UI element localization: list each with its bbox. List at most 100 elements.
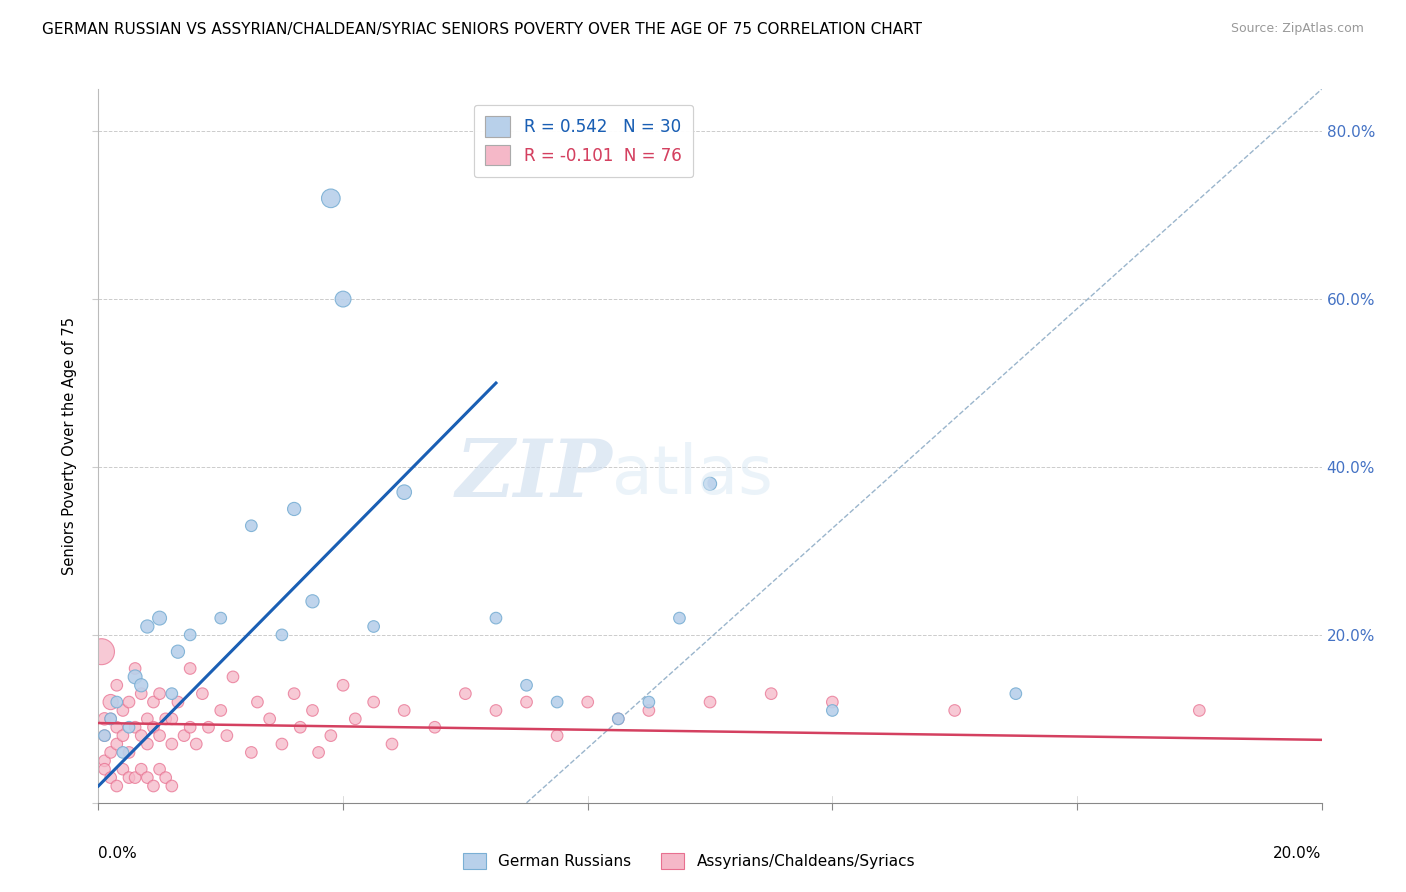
Point [124, 771, 146, 785]
Text: 0.0%: 0.0% [98, 846, 138, 861]
Point [381, 737, 404, 751]
Point [93, 729, 115, 743]
Point [105, 678, 128, 692]
Point [118, 771, 141, 785]
Point [363, 619, 385, 633]
Point [129, 678, 152, 692]
Point [160, 712, 183, 726]
Point [392, 485, 416, 500]
Point [124, 670, 146, 684]
Point [111, 762, 134, 776]
Point [149, 611, 172, 625]
Point [160, 779, 183, 793]
Point [943, 703, 966, 717]
Point [100, 771, 122, 785]
Point [142, 720, 165, 734]
Legend: R = 0.542   N = 30, R = -0.101  N = 76: R = 0.542 N = 30, R = -0.101 N = 76 [474, 104, 693, 177]
Point [186, 737, 208, 751]
Text: Source: ZipAtlas.com: Source: ZipAtlas.com [1230, 22, 1364, 36]
Point [699, 695, 721, 709]
Y-axis label: Seniors Poverty Over the Age of 75: Seniors Poverty Over the Age of 75 [62, 317, 77, 575]
Point [129, 762, 152, 776]
Point [100, 712, 122, 726]
Point [222, 670, 245, 684]
Point [136, 771, 159, 785]
Point [93, 712, 115, 726]
Point [90, 645, 112, 659]
Point [290, 720, 312, 734]
Point [1188, 703, 1211, 717]
Point [136, 712, 159, 726]
Point [149, 729, 172, 743]
Point [136, 737, 159, 751]
Point [111, 746, 134, 760]
Point [149, 687, 172, 701]
Point [485, 611, 508, 625]
Point [240, 746, 263, 760]
Point [155, 712, 177, 726]
Point [105, 695, 128, 709]
Point [332, 292, 354, 306]
Point [142, 779, 165, 793]
Point [423, 720, 446, 734]
Point [668, 611, 690, 625]
Point [332, 678, 354, 692]
Point [283, 502, 305, 516]
Point [197, 720, 219, 734]
Text: ZIP: ZIP [456, 436, 612, 513]
Point [270, 737, 292, 751]
Text: GERMAN RUSSIAN VS ASSYRIAN/CHALDEAN/SYRIAC SENIORS POVERTY OVER THE AGE OF 75 CO: GERMAN RUSSIAN VS ASSYRIAN/CHALDEAN/SYRI… [42, 22, 922, 37]
Point [160, 737, 183, 751]
Point [821, 695, 844, 709]
Point [100, 695, 122, 709]
Point [209, 703, 232, 717]
Point [454, 687, 477, 701]
Point [246, 695, 269, 709]
Point [344, 712, 367, 726]
Point [485, 703, 508, 717]
Point [111, 703, 134, 717]
Point [576, 695, 599, 709]
Point [607, 712, 630, 726]
Point [259, 712, 281, 726]
Point [209, 611, 232, 625]
Point [118, 746, 141, 760]
Point [129, 729, 152, 743]
Text: 20.0%: 20.0% [1274, 846, 1322, 861]
Point [93, 762, 115, 776]
Point [607, 712, 630, 726]
Point [191, 687, 214, 701]
Point [179, 628, 201, 642]
Point [392, 703, 416, 717]
Point [93, 754, 115, 768]
Point [546, 695, 568, 709]
Point [167, 645, 190, 659]
Point [124, 720, 146, 734]
Point [129, 687, 152, 701]
Point [363, 695, 385, 709]
Point [142, 695, 165, 709]
Point [167, 695, 190, 709]
Point [179, 661, 201, 675]
Point [93, 729, 115, 743]
Point [240, 518, 263, 533]
Point [301, 703, 323, 717]
Point [821, 703, 844, 717]
Point [118, 720, 141, 734]
Point [516, 678, 538, 692]
Point [118, 695, 141, 709]
Point [105, 779, 128, 793]
Point [546, 729, 568, 743]
Point [173, 729, 195, 743]
Point [1004, 687, 1026, 701]
Legend: German Russians, Assyrians/Chaldeans/Syriacs: German Russians, Assyrians/Chaldeans/Syr… [457, 847, 921, 875]
Point [136, 619, 159, 633]
Point [105, 720, 128, 734]
Point [759, 687, 782, 701]
Point [637, 703, 661, 717]
Point [283, 687, 305, 701]
Point [100, 746, 122, 760]
Point [319, 729, 342, 743]
Point [160, 687, 183, 701]
Point [301, 594, 323, 608]
